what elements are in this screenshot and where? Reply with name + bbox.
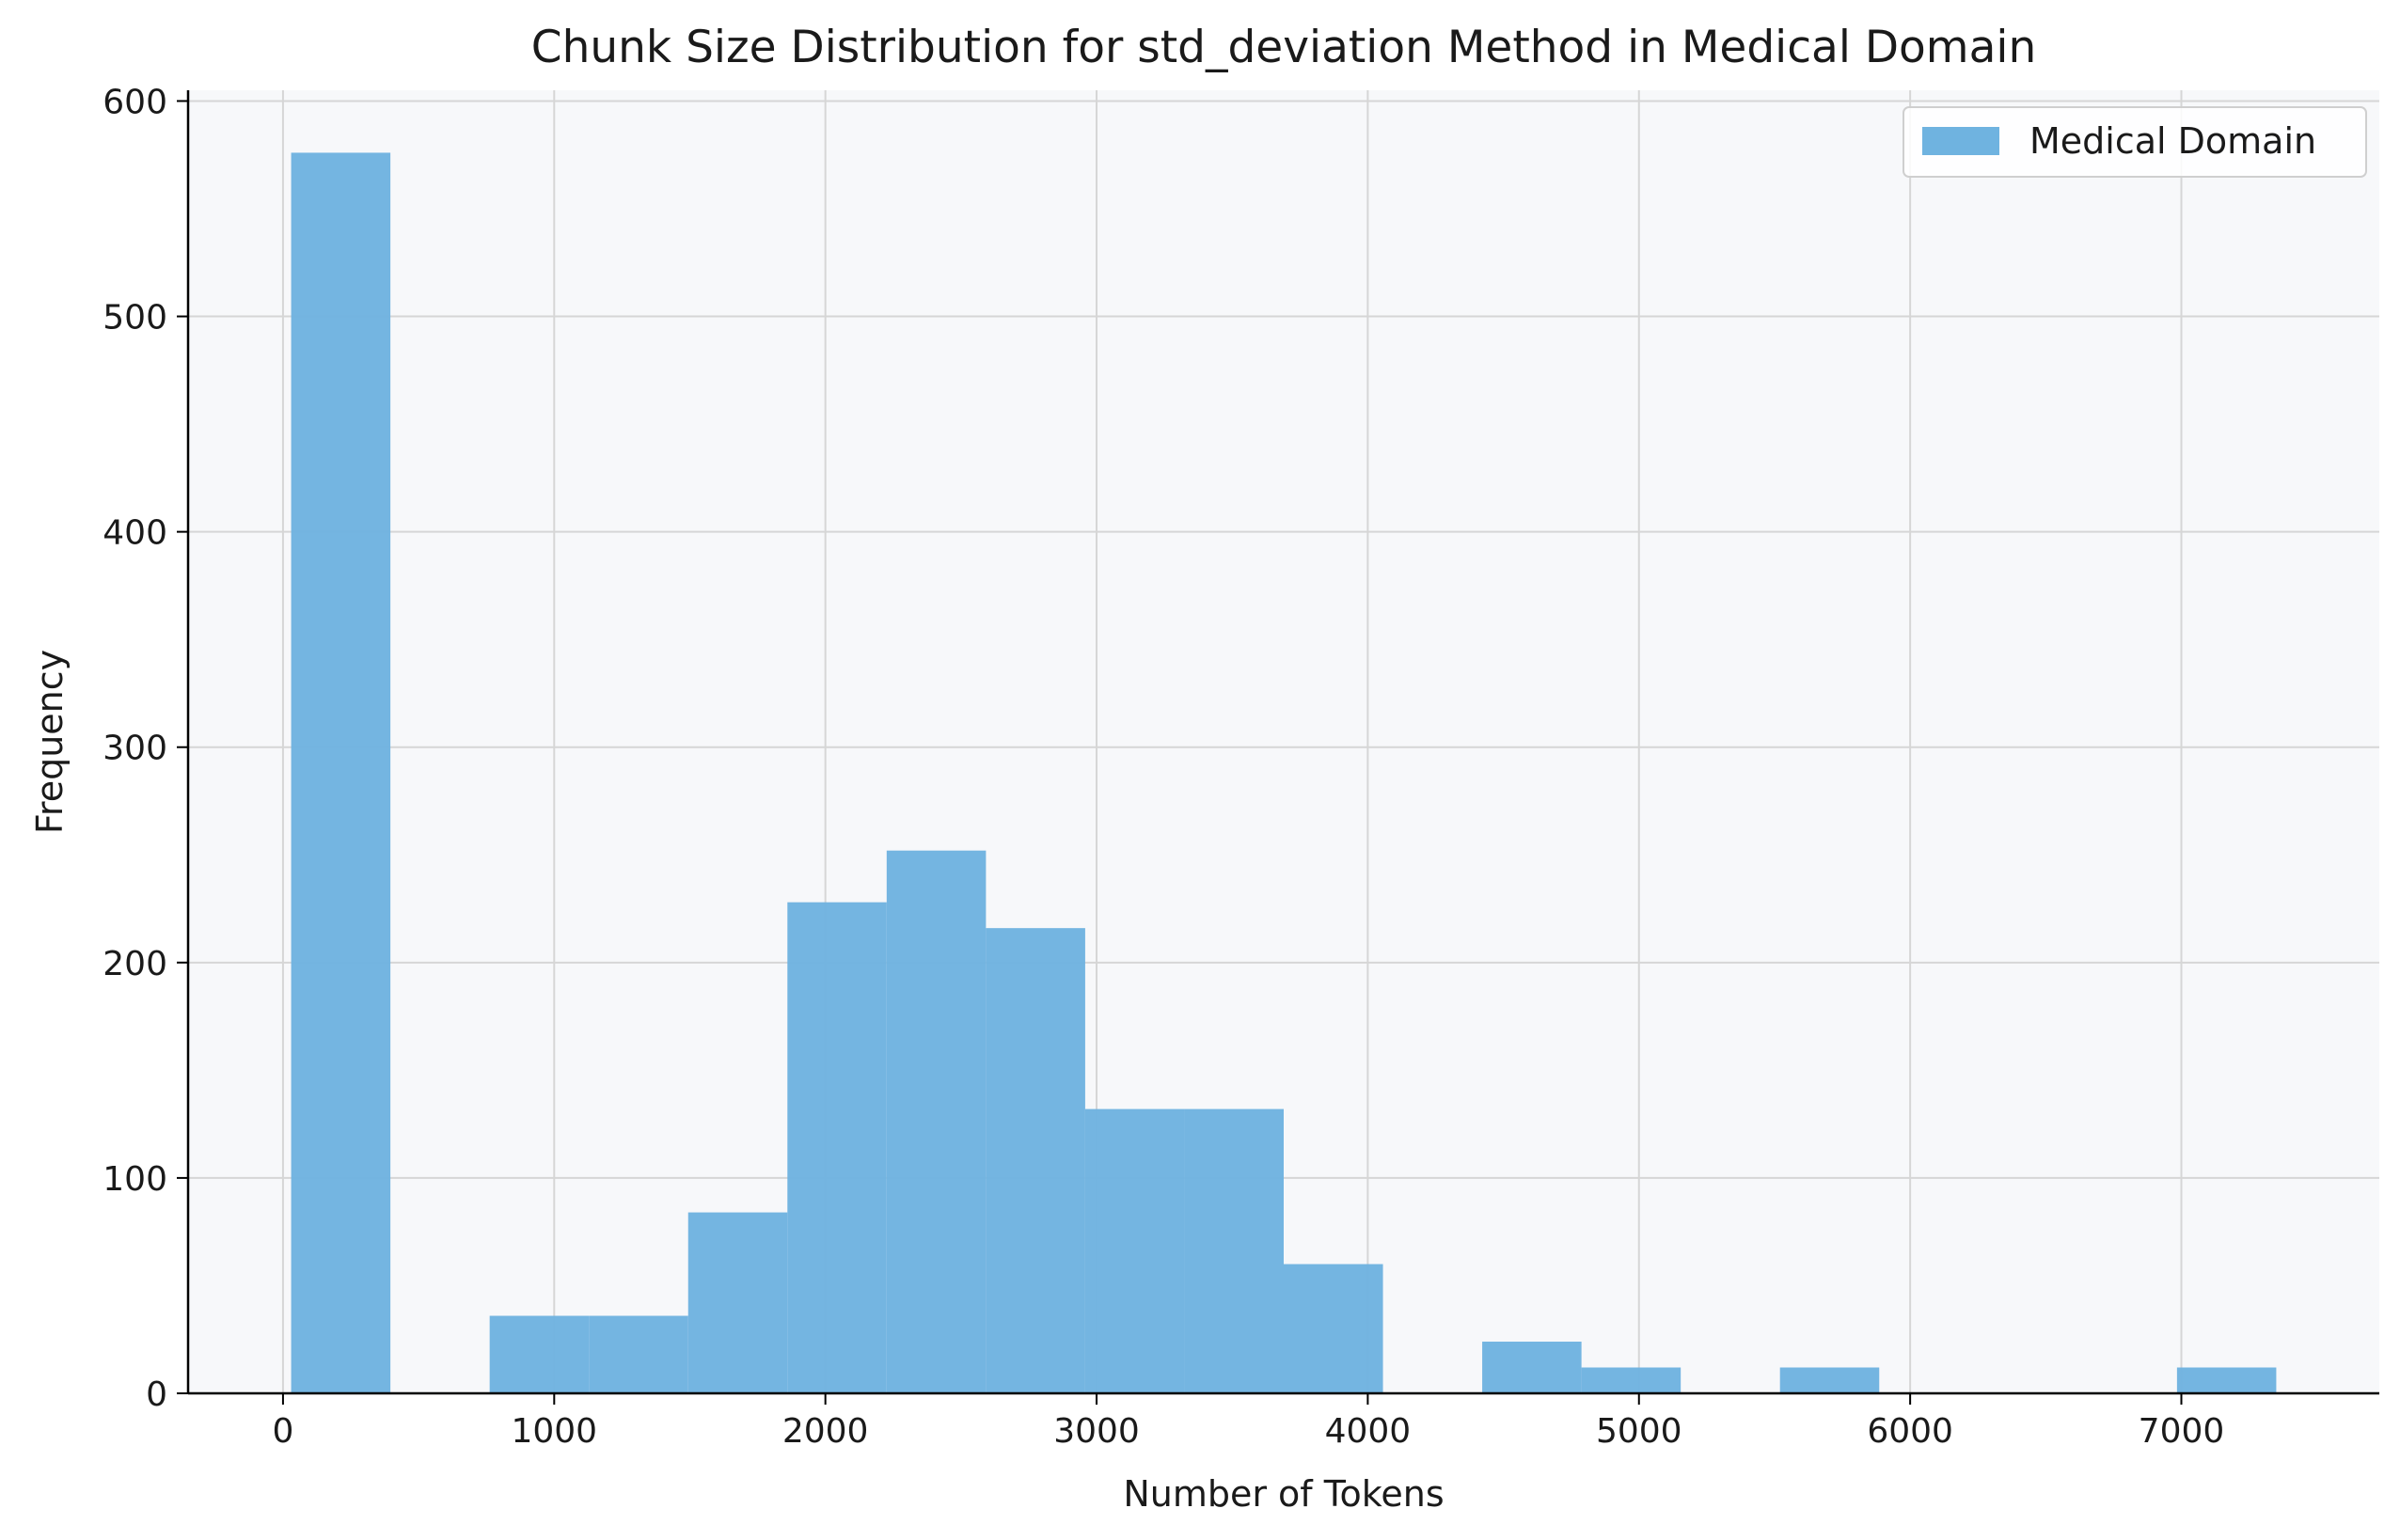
histogram-bars (291, 152, 2277, 1393)
histogram-bar (886, 850, 987, 1393)
histogram-bar (986, 928, 1085, 1393)
histogram-bar (1779, 1367, 1880, 1393)
legend: Medical Domain (1903, 106, 2367, 178)
legend-label: Medical Domain (2029, 120, 2316, 162)
histogram-bar (1284, 1264, 1383, 1393)
x-tick-label: 2000 (782, 1412, 869, 1451)
histogram-bar (1482, 1342, 1582, 1393)
y-tick-label: 600 (103, 83, 167, 121)
chart-title: Chunk Size Distribution for std_deviatio… (531, 22, 2036, 73)
x-tick-label: 0 (272, 1412, 293, 1451)
y-tick-label: 400 (103, 514, 167, 553)
histogram-bar (2176, 1367, 2277, 1393)
histogram-bar (687, 1212, 788, 1393)
histogram-bar (787, 902, 887, 1393)
histogram-bar (291, 152, 391, 1393)
x-tick-label: 7000 (2139, 1412, 2225, 1451)
legend-box (1903, 106, 2367, 178)
tick-labels: 0 1000 2000 3000 4000 5000 6000 7000 0 100 200 300 4… (103, 83, 2224, 1451)
histogram-bar (1084, 1108, 1185, 1393)
histogram-bar (489, 1315, 590, 1393)
legend-swatch (1922, 127, 1999, 155)
y-tick-label: 200 (103, 945, 167, 983)
histogram-bar (1184, 1108, 1284, 1393)
x-tick-label: 4000 (1325, 1412, 1412, 1451)
x-tick-label: 6000 (1867, 1412, 1953, 1451)
x-tick-label: 5000 (1596, 1412, 1682, 1451)
y-tick-label: 300 (103, 730, 167, 768)
y-axis-label: Frequency (29, 650, 71, 834)
histogram-bar (589, 1315, 688, 1393)
x-tick-label: 1000 (511, 1412, 597, 1451)
y-tick-label: 500 (103, 299, 167, 338)
x-tick-label: 3000 (1053, 1412, 1140, 1451)
histogram-bar (1581, 1367, 1682, 1393)
x-axis-label: Number of Tokens (1123, 1473, 1444, 1515)
y-tick-label: 0 (146, 1375, 167, 1414)
y-tick-label: 100 (103, 1160, 167, 1199)
